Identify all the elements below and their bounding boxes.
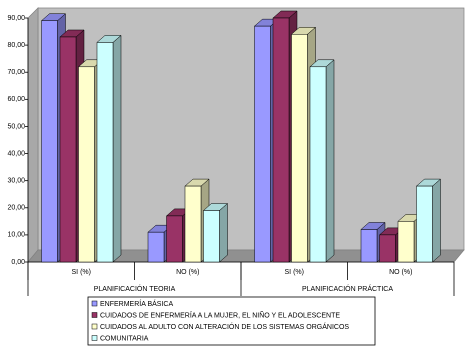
bar-top-shade <box>148 225 172 233</box>
bar-top-shade <box>60 29 84 37</box>
bar-top-shade <box>254 19 279 27</box>
x-tick-label: NO (%) <box>176 269 199 276</box>
legend-swatch <box>91 312 98 318</box>
legend-swatch <box>91 323 98 330</box>
x-tick-label: NO (%) <box>389 269 412 276</box>
bar-top-shade <box>361 222 385 230</box>
bar <box>78 66 95 263</box>
bar <box>291 34 308 263</box>
bar-top-shade <box>203 203 228 211</box>
bar <box>166 215 183 263</box>
legend-label: COMUNITARIA <box>100 335 149 342</box>
bar-side-shade <box>113 35 121 263</box>
legend-label: CUIDADOS DE ENFERMERÍA A LA MUJER, EL NI… <box>100 310 340 319</box>
bar-top-shade <box>416 179 441 187</box>
bar <box>96 42 114 263</box>
bar <box>41 20 58 263</box>
legend-swatch <box>91 300 98 307</box>
x-tick-label: SI (%) <box>285 269 304 276</box>
bar <box>184 185 202 263</box>
y-tick-label: 40,00 <box>7 150 25 157</box>
y-tick-label: 20,00 <box>7 205 25 212</box>
bar-top-shade <box>273 11 297 18</box>
x-tick-label: SI (%) <box>72 269 91 276</box>
bar-top-shade <box>379 227 404 235</box>
bar <box>59 36 77 263</box>
legend-label: ENFERMERÍA BÁSICA <box>100 299 173 308</box>
side-wall <box>27 7 39 263</box>
bar-top-shade <box>398 214 422 222</box>
bar-top-shade <box>310 59 334 67</box>
y-tick-label: 80,00 <box>7 42 25 49</box>
bar <box>254 25 271 263</box>
group-label: PLANIFICACIÓN PRÁCTICA <box>302 284 393 293</box>
y-tick-label: 60,00 <box>7 96 25 103</box>
bar <box>379 234 396 263</box>
y-tick-label: 10,00 <box>7 232 25 239</box>
y-tick-label: 30,00 <box>7 178 25 185</box>
group-label: PLANIFICACIÓN TEORIA <box>94 284 176 293</box>
bar <box>272 17 290 263</box>
bar <box>203 210 220 263</box>
bar-top-shade <box>97 35 121 43</box>
bar <box>309 66 327 263</box>
y-tick-label: 0,00 <box>11 259 25 266</box>
bar <box>416 185 433 263</box>
y-tick-label: 50,00 <box>7 123 25 130</box>
bar-top-shade <box>291 27 316 35</box>
bar-top-shade <box>41 13 66 21</box>
y-tick-label: 90,00 <box>7 15 25 22</box>
legend-label: CUIDADOS AL ADULTO CON ALTERACIÓN DE LOS… <box>100 322 349 331</box>
legend <box>87 296 376 346</box>
bar-top-shade <box>166 208 191 216</box>
bar-side-shade <box>219 203 228 262</box>
bar-top-shade <box>185 179 209 187</box>
bar-top-shade <box>78 59 103 67</box>
legend-swatch <box>91 335 98 341</box>
bar <box>397 221 415 263</box>
bar-side-shade <box>432 179 441 262</box>
bar-side-shade <box>326 59 334 262</box>
y-tick-label: 70,00 <box>7 69 25 76</box>
bar <box>360 229 378 263</box>
bar <box>147 231 165 263</box>
